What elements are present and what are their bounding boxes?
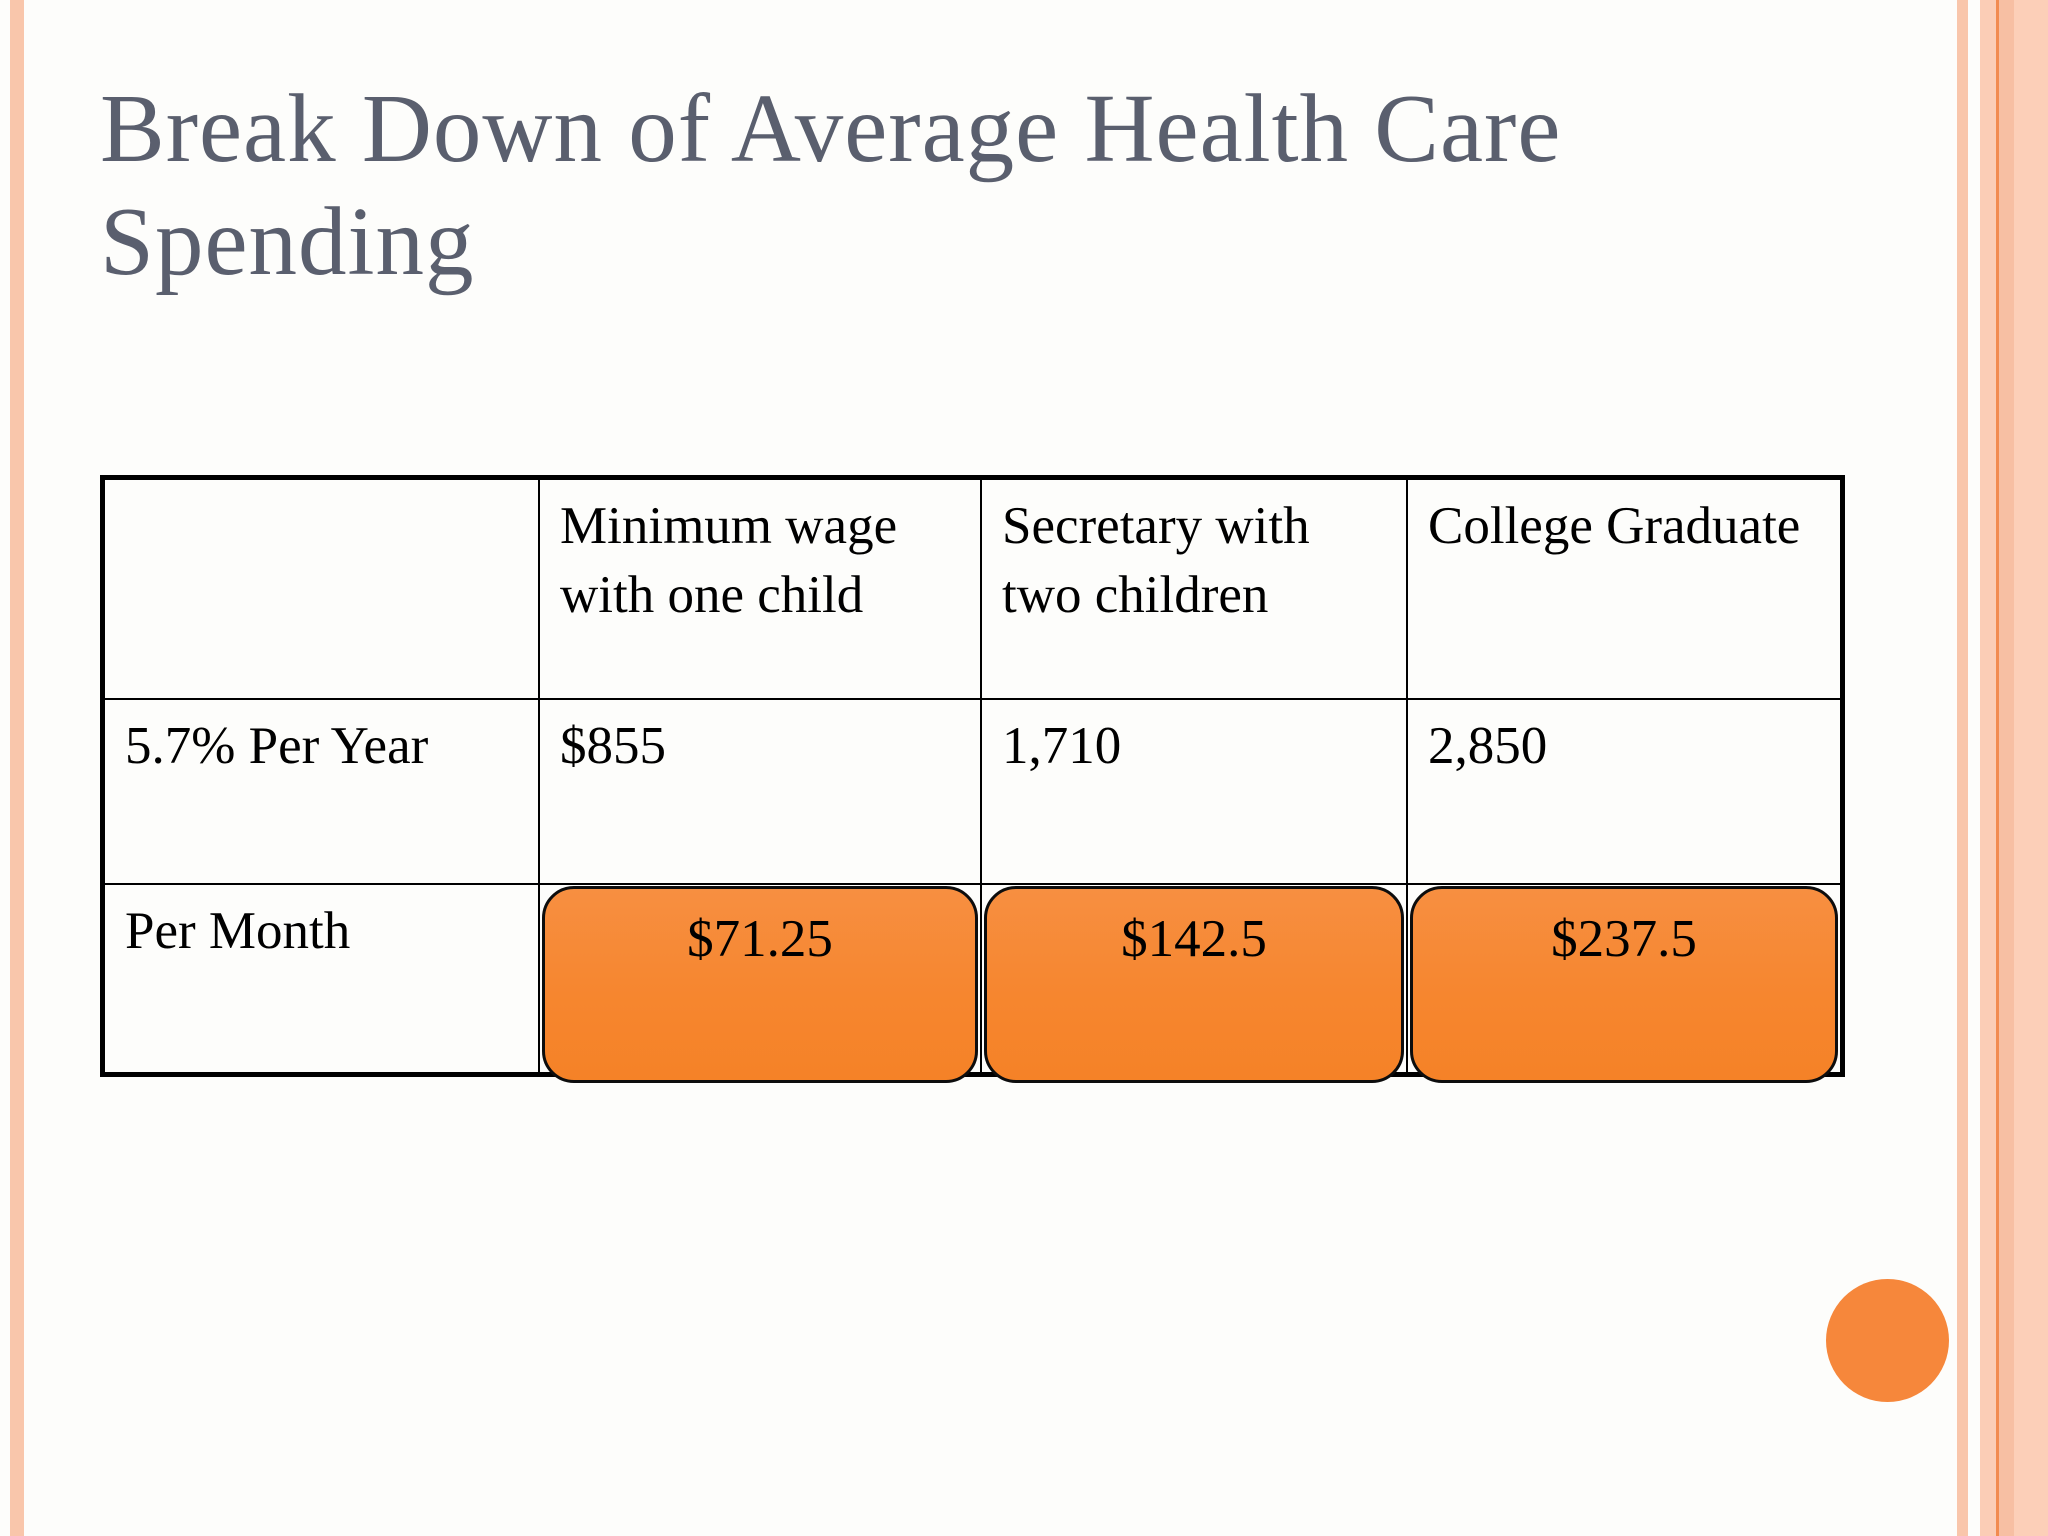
highlight-pill-college-graduate: $237.5 <box>1410 886 1838 1083</box>
row-per-month-cell-2: $142.5 <box>982 885 1408 1083</box>
slide-title: Break Down of Average Health Care Spendi… <box>100 72 1750 299</box>
row-per-year-value-3: 2,850 <box>1408 700 1840 885</box>
row-per-month-cell-3: $237.5 <box>1408 885 1840 1083</box>
right-edge-mid-stripe <box>1999 0 2014 1536</box>
right-edge-outer-band <box>2014 0 2048 1536</box>
row-per-year-label: 5.7% Per Year <box>105 700 540 885</box>
table-header-secretary: Secretary with two children <box>982 480 1408 700</box>
right-edge-thin-stripe <box>1957 0 1968 1536</box>
row-per-year-value-2: 1,710 <box>982 700 1408 885</box>
row-per-year-value-1: $855 <box>540 700 982 885</box>
row-per-month-value-2: $142.5 <box>1121 910 1267 968</box>
table-header-college-graduate: College Graduate <box>1408 480 1840 700</box>
row-per-month-value-1: $71.25 <box>687 910 833 968</box>
slide-title-line1: Break Down of Average Health Care <box>100 75 1562 182</box>
decorative-circle <box>1826 1279 1949 1402</box>
table-header-empty <box>105 480 540 700</box>
left-edge-stripe <box>10 0 24 1536</box>
slide-title-line2: Spending <box>100 188 475 296</box>
row-per-month-value-3: $237.5 <box>1551 910 1697 968</box>
spending-table: Minimum wage with one child Secretary wi… <box>100 475 1845 1083</box>
highlight-pill-minimum-wage: $71.25 <box>542 886 978 1083</box>
row-per-month-label: Per Month <box>105 885 540 1072</box>
right-edge-accent-line <box>1996 0 1999 1536</box>
row-per-month-cell-1: $71.25 <box>540 885 982 1083</box>
table-header-minimum-wage: Minimum wage with one child <box>540 480 982 700</box>
highlight-pill-secretary: $142.5 <box>984 886 1404 1083</box>
